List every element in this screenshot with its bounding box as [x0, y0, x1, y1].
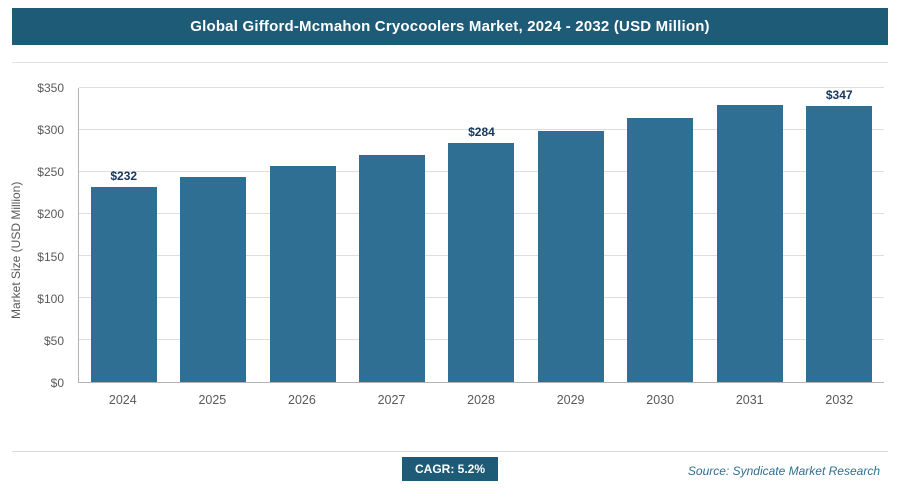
- x-tick-label: 2028: [467, 393, 495, 407]
- bar-cell: [258, 88, 347, 382]
- x-tick-label: 2026: [288, 393, 316, 407]
- bar: [448, 143, 515, 382]
- bar-cell: $284: [437, 88, 526, 382]
- footer-divider: [12, 451, 888, 452]
- x-tick-label: 2032: [825, 393, 854, 407]
- bar: [537, 130, 604, 382]
- bar-value-label: $347: [825, 88, 853, 102]
- y-tick-label: $0: [50, 376, 64, 390]
- x-axis-ticks: 2024 2025 2026 2027 2028 2029 2030 2031 2032: [78, 393, 884, 407]
- y-tick-label: $250: [37, 165, 64, 180]
- bar: [627, 118, 694, 382]
- x-tick-label: 2024: [108, 393, 137, 407]
- y-tick-label: $350: [37, 81, 64, 95]
- bar-cell: [347, 88, 436, 382]
- bar-cell: $347: [795, 88, 884, 382]
- y-tick-label: $300: [37, 123, 64, 138]
- y-axis-ticks: $0 $50 $100 $150 $200 $250 $300 $350: [28, 81, 70, 390]
- y-tick-label: $100: [37, 291, 64, 306]
- bar-value-label: $284: [468, 125, 495, 140]
- x-tick-label: 2027: [377, 393, 406, 407]
- bar-value-label: $232: [110, 169, 138, 184]
- gridline: [79, 87, 884, 88]
- bar-cell: [168, 88, 257, 382]
- x-tick-label: 2029: [556, 393, 585, 407]
- chart-title-bar: Global Gifford-Mcmahon Cryocoolers Marke…: [12, 8, 888, 45]
- bar: [180, 177, 247, 382]
- bar-cell: [705, 88, 794, 382]
- bar-cell: [616, 88, 705, 382]
- bar-series: $232 $284 $347: [79, 88, 884, 382]
- bar: [269, 166, 336, 382]
- header-divider: [12, 62, 888, 63]
- y-tick-label: $200: [37, 207, 64, 222]
- bar-cell: [526, 88, 615, 382]
- bar: [806, 106, 873, 382]
- cagr-badge: CAGR: 5.2%: [401, 457, 499, 481]
- bar: [90, 187, 157, 382]
- bar: [359, 155, 426, 382]
- x-tick-label: 2025: [198, 393, 227, 407]
- y-tick-label: $50: [43, 333, 64, 348]
- plot-area: $232 $284 $347: [78, 87, 884, 383]
- bar-cell: $232: [79, 88, 168, 382]
- y-tick-label: $150: [37, 249, 64, 264]
- source-text: Source: Syndicate Market Research: [687, 464, 880, 478]
- gridline: [79, 129, 884, 130]
- x-tick-label: 2030: [646, 393, 675, 407]
- bar: [716, 104, 783, 382]
- x-tick-label: 2031: [735, 393, 764, 407]
- chart-title: Global Gifford-Mcmahon Cryocoolers Marke…: [190, 18, 710, 35]
